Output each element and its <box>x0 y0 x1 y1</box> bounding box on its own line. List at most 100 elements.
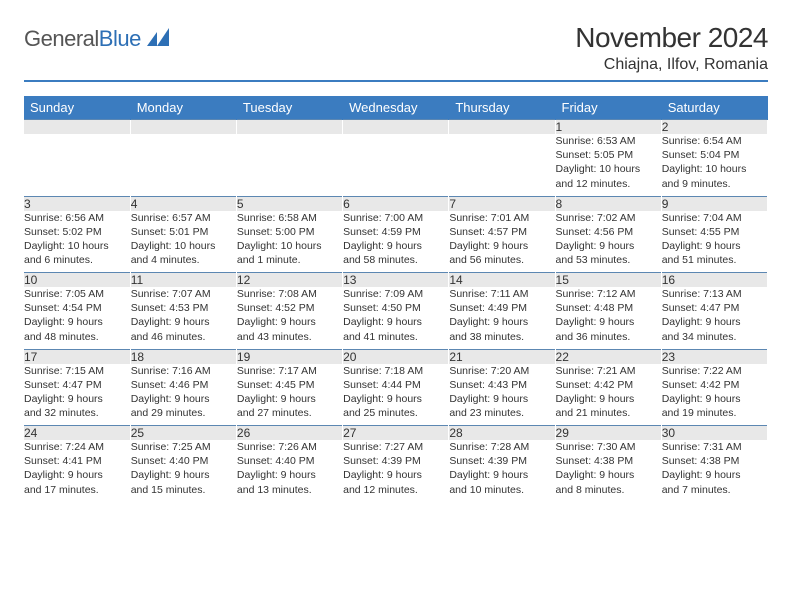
day-detail-cell <box>24 134 130 196</box>
sun-sunset-text: Sunset: 4:39 PM <box>449 454 554 468</box>
day-number-cell: 9 <box>661 196 767 211</box>
sun-sunrise-text: Sunrise: 7:04 AM <box>662 211 767 225</box>
sun-sunset-text: Sunset: 4:55 PM <box>662 225 767 239</box>
day-number-cell: 25 <box>130 426 236 441</box>
sun-sunrise-text: Sunrise: 7:09 AM <box>343 287 448 301</box>
day-detail-cell <box>343 134 449 196</box>
sun-sunrise-text: Sunrise: 7:24 AM <box>24 440 130 454</box>
day-detail-cell: Sunrise: 6:54 AMSunset: 5:04 PMDaylight:… <box>661 134 767 196</box>
sun-sunrise-text: Sunrise: 7:02 AM <box>556 211 661 225</box>
sun-sunrise-text: Sunrise: 7:07 AM <box>131 287 236 301</box>
day-detail-row: Sunrise: 6:56 AMSunset: 5:02 PMDaylight:… <box>24 211 768 273</box>
day-number-cell: 23 <box>661 349 767 364</box>
day-detail-cell: Sunrise: 6:57 AMSunset: 5:01 PMDaylight:… <box>130 211 236 273</box>
day-number-cell: 18 <box>130 349 236 364</box>
sun-sunrise-text: Sunrise: 7:26 AM <box>237 440 342 454</box>
day-detail-cell: Sunrise: 7:07 AMSunset: 4:53 PMDaylight:… <box>130 287 236 349</box>
sun-day1-text: Daylight: 9 hours <box>662 468 767 482</box>
day-number-row: 24252627282930 <box>24 426 768 441</box>
sun-sunrise-text: Sunrise: 7:15 AM <box>24 364 130 378</box>
sun-sunset-text: Sunset: 4:59 PM <box>343 225 448 239</box>
sun-sunset-text: Sunset: 4:40 PM <box>131 454 236 468</box>
sun-day1-text: Daylight: 9 hours <box>24 468 130 482</box>
day-number-cell: 20 <box>343 349 449 364</box>
sun-sunset-text: Sunset: 5:00 PM <box>237 225 342 239</box>
day-number-cell: 16 <box>661 273 767 288</box>
sun-day2-text: and 10 minutes. <box>449 483 554 497</box>
day-detail-cell: Sunrise: 7:09 AMSunset: 4:50 PMDaylight:… <box>343 287 449 349</box>
sun-day1-text: Daylight: 9 hours <box>343 239 448 253</box>
day-number-cell: 30 <box>661 426 767 441</box>
day-number-cell <box>343 120 449 135</box>
day-detail-cell: Sunrise: 6:58 AMSunset: 5:00 PMDaylight:… <box>236 211 342 273</box>
day-number-cell: 13 <box>343 273 449 288</box>
sun-day2-text: and 56 minutes. <box>449 253 554 267</box>
sun-day2-text: and 1 minute. <box>237 253 342 267</box>
weekday-header: Tuesday <box>236 96 342 120</box>
weekday-header: Wednesday <box>343 96 449 120</box>
sun-sunset-text: Sunset: 5:04 PM <box>662 148 767 162</box>
sun-day2-text: and 34 minutes. <box>662 330 767 344</box>
sun-day2-text: and 12 minutes. <box>556 177 661 191</box>
day-detail-cell: Sunrise: 7:01 AMSunset: 4:57 PMDaylight:… <box>449 211 555 273</box>
sun-day2-text: and 6 minutes. <box>24 253 130 267</box>
sun-day1-text: Daylight: 9 hours <box>449 315 554 329</box>
day-detail-cell: Sunrise: 7:31 AMSunset: 4:38 PMDaylight:… <box>661 440 767 502</box>
title-block: November 2024 Chiajna, Ilfov, Romania <box>575 22 768 74</box>
sun-sunrise-text: Sunrise: 7:28 AM <box>449 440 554 454</box>
sun-sunrise-text: Sunrise: 7:30 AM <box>556 440 661 454</box>
day-detail-cell: Sunrise: 7:30 AMSunset: 4:38 PMDaylight:… <box>555 440 661 502</box>
weekday-header: Friday <box>555 96 661 120</box>
sun-day1-text: Daylight: 9 hours <box>237 392 342 406</box>
day-number-cell: 28 <box>449 426 555 441</box>
sun-sunset-text: Sunset: 5:01 PM <box>131 225 236 239</box>
sun-day1-text: Daylight: 9 hours <box>131 392 236 406</box>
sun-sunset-text: Sunset: 4:49 PM <box>449 301 554 315</box>
day-detail-cell: Sunrise: 7:00 AMSunset: 4:59 PMDaylight:… <box>343 211 449 273</box>
day-number-cell: 11 <box>130 273 236 288</box>
sun-sunrise-text: Sunrise: 7:05 AM <box>24 287 130 301</box>
day-number-cell: 12 <box>236 273 342 288</box>
sun-sunset-text: Sunset: 4:52 PM <box>237 301 342 315</box>
sun-sunset-text: Sunset: 4:40 PM <box>237 454 342 468</box>
sun-sunset-text: Sunset: 4:43 PM <box>449 378 554 392</box>
brand-part1: General <box>24 26 99 51</box>
day-number-cell: 4 <box>130 196 236 211</box>
day-number-cell: 5 <box>236 196 342 211</box>
day-number-cell: 7 <box>449 196 555 211</box>
sun-sunset-text: Sunset: 4:38 PM <box>662 454 767 468</box>
sun-day1-text: Daylight: 9 hours <box>449 239 554 253</box>
day-detail-cell: Sunrise: 7:15 AMSunset: 4:47 PMDaylight:… <box>24 364 130 426</box>
day-number-cell: 29 <box>555 426 661 441</box>
day-number-cell: 19 <box>236 349 342 364</box>
sun-sunset-text: Sunset: 4:57 PM <box>449 225 554 239</box>
sun-sunset-text: Sunset: 4:42 PM <box>662 378 767 392</box>
day-number-cell: 8 <box>555 196 661 211</box>
sun-day1-text: Daylight: 10 hours <box>556 162 661 176</box>
sun-day1-text: Daylight: 9 hours <box>662 239 767 253</box>
sun-day1-text: Daylight: 9 hours <box>343 468 448 482</box>
brand-mark-icon <box>147 28 173 51</box>
day-number-cell <box>236 120 342 135</box>
day-number-cell: 1 <box>555 120 661 135</box>
sun-sunrise-text: Sunrise: 7:16 AM <box>131 364 236 378</box>
day-detail-cell: Sunrise: 7:17 AMSunset: 4:45 PMDaylight:… <box>236 364 342 426</box>
sun-day2-text: and 58 minutes. <box>343 253 448 267</box>
sun-day1-text: Daylight: 9 hours <box>131 315 236 329</box>
sun-day1-text: Daylight: 9 hours <box>662 392 767 406</box>
sun-day1-text: Daylight: 9 hours <box>343 315 448 329</box>
sun-sunrise-text: Sunrise: 7:20 AM <box>449 364 554 378</box>
day-detail-cell: Sunrise: 7:24 AMSunset: 4:41 PMDaylight:… <box>24 440 130 502</box>
sun-day2-text: and 38 minutes. <box>449 330 554 344</box>
sun-sunrise-text: Sunrise: 7:22 AM <box>662 364 767 378</box>
sun-day2-text: and 17 minutes. <box>24 483 130 497</box>
sun-day1-text: Daylight: 9 hours <box>556 392 661 406</box>
day-number-cell: 26 <box>236 426 342 441</box>
day-detail-cell <box>449 134 555 196</box>
day-detail-cell: Sunrise: 6:56 AMSunset: 5:02 PMDaylight:… <box>24 211 130 273</box>
day-detail-cell: Sunrise: 7:26 AMSunset: 4:40 PMDaylight:… <box>236 440 342 502</box>
sun-sunset-text: Sunset: 4:56 PM <box>556 225 661 239</box>
day-detail-cell: Sunrise: 6:53 AMSunset: 5:05 PMDaylight:… <box>555 134 661 196</box>
day-number-cell <box>24 120 130 135</box>
sun-sunrise-text: Sunrise: 6:57 AM <box>131 211 236 225</box>
